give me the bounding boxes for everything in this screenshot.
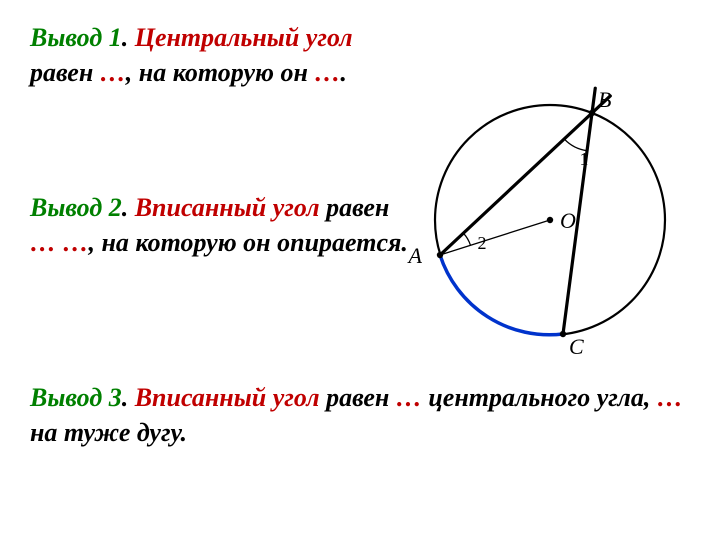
conclusion-1: Вывод 1. Центральный угол равен …, на ко… xyxy=(30,20,380,90)
c2-eq: равен xyxy=(320,193,390,222)
c3-dot: . xyxy=(122,383,135,412)
c1-blank2: … xyxy=(314,58,340,87)
c3-blank1: … xyxy=(396,383,422,412)
c1-end: . xyxy=(340,58,347,87)
conclusion-2: Вывод 2. Вписанный угол равен … …, на ко… xyxy=(30,190,410,260)
c2-dot: . xyxy=(122,193,135,222)
c2-blank1: … … xyxy=(30,228,89,257)
c3-end: на туже дугу. xyxy=(30,418,187,447)
c1-dot: . xyxy=(122,23,135,52)
c1-eq: равен xyxy=(30,58,100,87)
svg-text:2: 2 xyxy=(478,233,487,253)
c3-eq: равен xyxy=(320,383,396,412)
svg-text:B: B xyxy=(598,87,611,112)
circle-diagram: A B C O 1 2 xyxy=(390,70,680,375)
c1-prefix: Вывод 1 xyxy=(30,23,122,52)
c2-term: Вписанный угол xyxy=(135,193,320,222)
c1-mid: , на которую он xyxy=(126,58,315,87)
c1-blank1: … xyxy=(100,58,126,87)
c3-prefix: Вывод 3 xyxy=(30,383,122,412)
svg-text:1: 1 xyxy=(580,149,589,169)
c3-blank2: … xyxy=(657,383,683,412)
circle-svg: A B C O 1 2 xyxy=(390,70,680,370)
c2-prefix: Вывод 2 xyxy=(30,193,122,222)
conclusion-3: Вывод 3. Вписанный угол равен … централь… xyxy=(30,380,690,450)
svg-text:C: C xyxy=(569,334,584,359)
c1-term: Центральный угол xyxy=(135,23,353,52)
svg-text:A: A xyxy=(407,243,423,268)
c2-end: , на которую он опирается. xyxy=(89,228,408,257)
svg-text:O: O xyxy=(560,208,576,233)
c3-term: Вписанный угол xyxy=(135,383,320,412)
c3-mid: центрального угла, xyxy=(422,383,657,412)
